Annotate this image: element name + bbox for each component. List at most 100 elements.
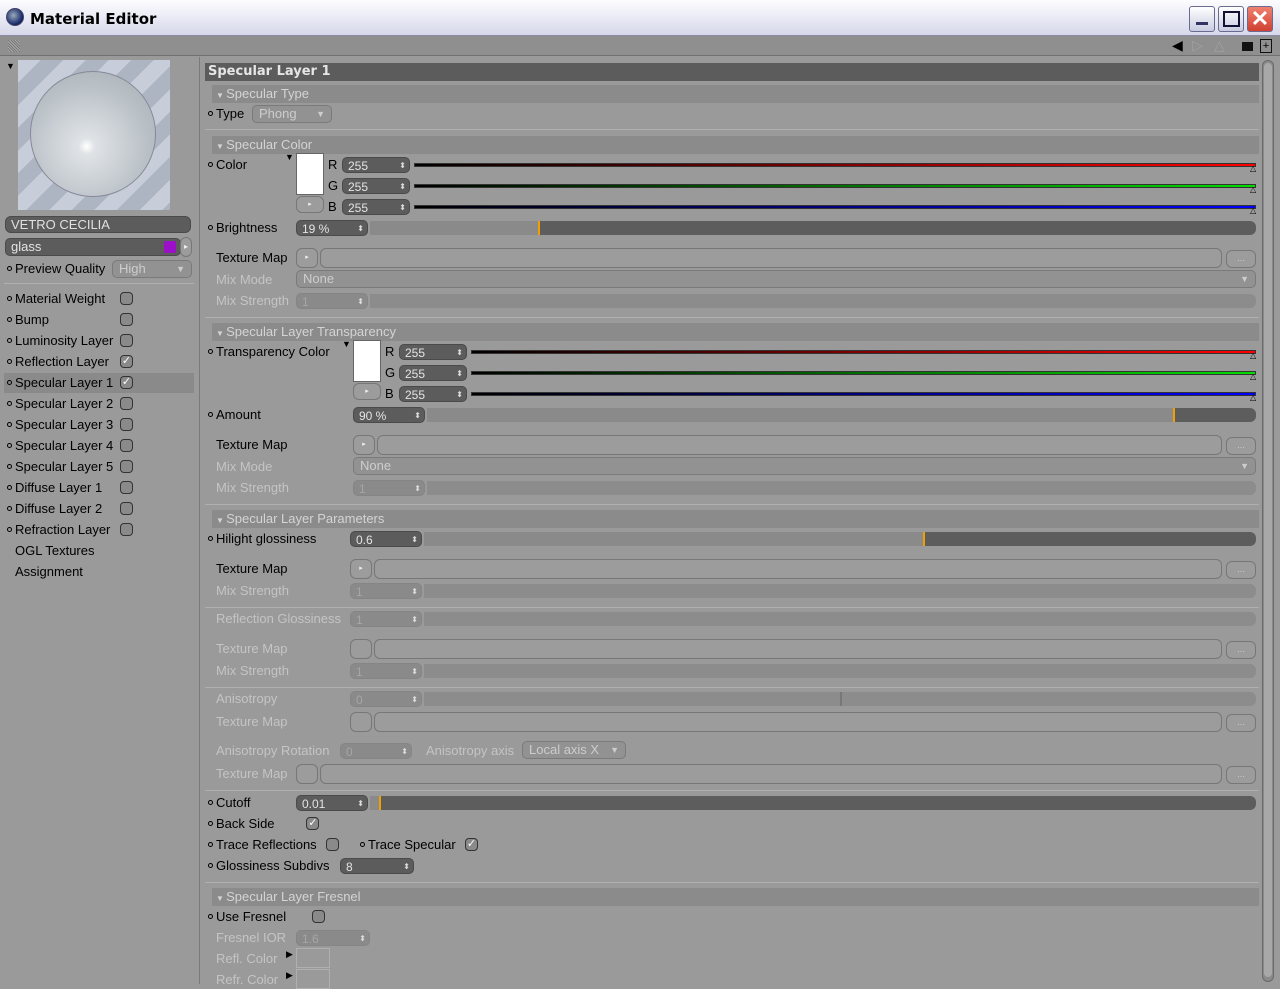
reflection-glossiness-field[interactable]: 1 ⬍: [350, 611, 422, 627]
type-dropdown[interactable]: Phong ▼: [252, 105, 332, 123]
spinner-icon[interactable]: ⬍: [359, 934, 366, 943]
texture-map-browse-button[interactable]: ...: [1226, 561, 1256, 579]
mix-strength-field[interactable]: 1 ⬍: [296, 293, 368, 309]
close-button[interactable]: ✕: [1247, 6, 1273, 32]
spinner-icon[interactable]: ⬍: [399, 182, 406, 191]
grip-icon[interactable]: [8, 40, 20, 52]
mix-strength-slider[interactable]: [427, 481, 1256, 495]
slider-handle-icon[interactable]: △: [1250, 372, 1257, 381]
mix-strength-field[interactable]: 1 ⬍: [353, 480, 425, 496]
checkbox[interactable]: [311, 910, 325, 923]
transparency-color-swatch[interactable]: [353, 340, 381, 382]
texture-map-browse-button[interactable]: ...: [1226, 766, 1256, 784]
mix-mode-dropdown[interactable]: None ▼: [296, 270, 1256, 288]
layer-item[interactable]: Specular Layer 3: [4, 415, 194, 435]
scrollbar[interactable]: [1262, 60, 1274, 982]
section-header[interactable]: ▼ Specular Type: [212, 85, 1259, 103]
channel-r-slider[interactable]: [471, 350, 1256, 354]
new-window-icon[interactable]: +: [1260, 39, 1272, 53]
spinner-icon[interactable]: ⬍: [357, 799, 364, 808]
texture-map-arrow-button[interactable]: [350, 712, 372, 732]
layer-item[interactable]: Bump: [4, 310, 194, 330]
color-menu-icon[interactable]: ▶: [286, 949, 293, 959]
slider-handle[interactable]: [840, 692, 842, 706]
slider-handle-icon[interactable]: △: [1250, 393, 1257, 402]
forward-arrow-icon[interactable]: ▷: [1192, 37, 1203, 53]
amount-field[interactable]: 90 % ⬍: [353, 407, 425, 423]
checkbox[interactable]: [120, 502, 133, 515]
cutoff-field[interactable]: 0.01 ⬍: [296, 795, 368, 811]
channel-g-field[interactable]: 255 ⬍: [342, 178, 410, 194]
color-picker-button[interactable]: ▸: [296, 196, 324, 213]
anisotropy-slider[interactable]: [424, 692, 1256, 706]
spinner-icon[interactable]: ⬍: [399, 161, 406, 170]
spinner-icon[interactable]: ⬍: [456, 390, 463, 399]
channel-b-slider[interactable]: [414, 205, 1256, 209]
brightness-field[interactable]: 19 % ⬍: [296, 220, 368, 236]
channel-b-slider[interactable]: [471, 392, 1256, 396]
checkbox[interactable]: [120, 439, 133, 452]
mix-strength-field[interactable]: 1 ⬍: [350, 663, 422, 679]
checkbox-checked[interactable]: ✓: [120, 355, 133, 368]
spinner-icon[interactable]: ⬍: [411, 695, 418, 704]
spinner-icon[interactable]: ⬍: [411, 535, 418, 544]
layer-item[interactable]: Specular Layer 1 ✓: [4, 373, 194, 393]
mix-strength-slider[interactable]: [424, 664, 1256, 678]
spinner-icon[interactable]: ⬍: [456, 348, 463, 357]
spinner-icon[interactable]: ⬍: [456, 369, 463, 378]
checkbox[interactable]: [120, 481, 133, 494]
layer-item[interactable]: Assignment: [4, 562, 194, 582]
layer-item[interactable]: Diffuse Layer 1: [4, 478, 194, 498]
refr-color-swatch[interactable]: [296, 969, 330, 989]
channel-b-field[interactable]: 255 ⬍: [342, 199, 410, 215]
slider-handle-icon[interactable]: △: [1250, 185, 1257, 194]
spinner-icon[interactable]: ⬍: [414, 484, 421, 493]
preview-menu-icon[interactable]: ▼: [6, 61, 15, 71]
minimize-button[interactable]: [1189, 6, 1215, 32]
reflection-glossiness-slider[interactable]: [424, 612, 1256, 626]
checkbox[interactable]: [120, 334, 133, 347]
anisotropy-axis-dropdown[interactable]: Local axis X ▼: [522, 741, 626, 759]
spinner-icon[interactable]: ⬍: [411, 587, 418, 596]
back-arrow-icon[interactable]: ◀: [1172, 37, 1183, 53]
color-swatch[interactable]: [296, 153, 324, 195]
texture-map-arrow-button[interactable]: ▸: [296, 248, 318, 268]
spinner-icon[interactable]: ⬍: [357, 297, 364, 306]
checkbox[interactable]: [120, 523, 133, 536]
maximize-button[interactable]: [1218, 6, 1244, 32]
slider-handle-icon[interactable]: △: [1250, 206, 1257, 215]
channel-r-slider[interactable]: [414, 163, 1256, 167]
mix-strength-slider[interactable]: [424, 584, 1256, 598]
section-header[interactable]: ▼ Specular Layer Fresnel: [212, 888, 1259, 906]
material-name-field[interactable]: VETRO CECILIA: [5, 216, 191, 233]
color-picker-button[interactable]: ▸: [353, 383, 381, 400]
spinner-icon[interactable]: ⬍: [411, 615, 418, 624]
texture-map-browse-button[interactable]: ...: [1226, 714, 1256, 732]
anisotropy-field[interactable]: 0 ⬍: [350, 691, 422, 707]
texture-map-browse-button[interactable]: ...: [1226, 641, 1256, 659]
channel-r-field[interactable]: 255 ⬍: [342, 157, 410, 173]
layer-item[interactable]: Specular Layer 5: [4, 457, 194, 477]
color-menu-icon[interactable]: ▼: [285, 152, 294, 162]
checkbox[interactable]: [120, 460, 133, 473]
layer-item[interactable]: Reflection Layer ✓: [4, 352, 194, 372]
texture-map-slot[interactable]: [374, 639, 1222, 659]
texture-map-slot[interactable]: [320, 248, 1222, 268]
channel-g-slider[interactable]: [471, 371, 1256, 375]
hilight-glossiness-field[interactable]: 0.6 ⬍: [350, 531, 422, 547]
material-type-field[interactable]: glass: [5, 238, 181, 256]
texture-map-slot[interactable]: [377, 435, 1222, 455]
lock-icon[interactable]: [1242, 42, 1253, 51]
anisotropy-rotation-field[interactable]: 0 ⬍: [340, 743, 412, 759]
preview-quality-dropdown[interactable]: High ▼: [112, 260, 192, 278]
layer-item[interactable]: Material Weight: [4, 289, 194, 309]
texture-map-arrow-button[interactable]: [350, 639, 372, 659]
section-header[interactable]: ▼ Specular Layer Parameters: [212, 510, 1259, 528]
mix-mode-dropdown[interactable]: None ▼: [353, 457, 1256, 475]
mix-strength-slider[interactable]: [370, 294, 1256, 308]
layer-item[interactable]: Refraction Layer: [4, 520, 194, 540]
texture-map-browse-button[interactable]: ...: [1226, 437, 1256, 455]
mix-strength-field[interactable]: 1 ⬍: [350, 583, 422, 599]
texture-map-arrow-button[interactable]: [296, 764, 318, 784]
brightness-slider[interactable]: [370, 221, 1256, 235]
